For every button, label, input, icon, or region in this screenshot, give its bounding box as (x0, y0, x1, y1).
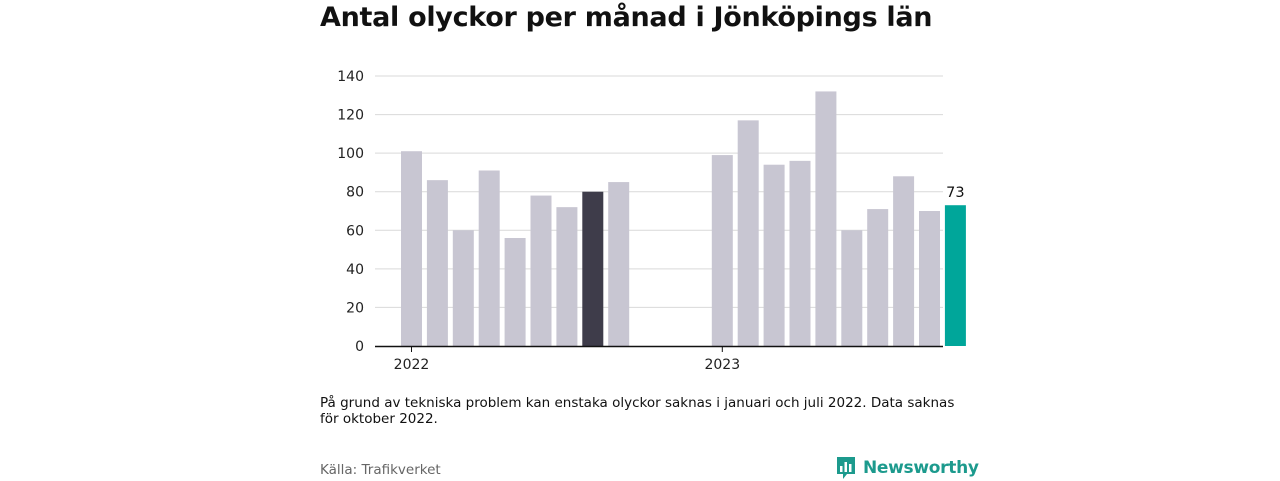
bar-2023-03 (763, 164, 785, 346)
y-tick-label: 120 (337, 108, 364, 124)
bars (401, 91, 966, 346)
data-label-2023-10: 73 (946, 185, 964, 201)
source-credit: Källa: Trafikverket (320, 462, 441, 478)
brand-name: Newsworthy (863, 458, 979, 478)
bar-2022-06 (530, 195, 552, 346)
bar-2022-07 (556, 207, 578, 346)
bar-2022-02 (426, 180, 448, 346)
y-tick-label: 140 (337, 69, 364, 85)
bar-2023-05 (815, 91, 837, 346)
y-axis: 0 20 40 60 80 100 120 140 (337, 69, 364, 355)
bar-2023-08 (893, 176, 915, 346)
bar-2022-04 (478, 170, 500, 346)
y-tick-label: 80 (346, 185, 364, 201)
bar-2023-02 (737, 120, 759, 346)
bar-2022-08 (582, 191, 604, 346)
chart-note: På grund av tekniska problem kan enstaka… (320, 395, 955, 427)
bar-2022-09 (608, 182, 630, 346)
bar-chart: 0 20 40 60 80 100 120 140 73 2022 2023 (337, 69, 966, 373)
bar-2022-05 (504, 238, 526, 346)
chart-logo-icon (837, 457, 855, 479)
bar-2023-09 (919, 211, 940, 346)
x-tick-label-2022: 2022 (394, 357, 430, 373)
bar-2023-07 (867, 209, 889, 346)
y-tick-label: 60 (346, 223, 364, 239)
newsworthy-logo: Newsworthy (835, 455, 979, 481)
bar-2023-10 (944, 205, 966, 346)
y-tick-label: 40 (346, 262, 364, 278)
chart-title: Antal olyckor per månad i Jönköpings län (320, 2, 933, 33)
bar-2022-01 (401, 151, 422, 346)
bar-2022-03 (452, 230, 474, 346)
bar-2023-04 (789, 160, 811, 346)
y-tick-label: 20 (346, 300, 364, 316)
x-tick-label-2023: 2023 (704, 357, 740, 373)
data-labels: 73 (946, 185, 964, 201)
bar-2023-06 (841, 230, 863, 346)
bar-2023-01 (711, 155, 733, 346)
y-tick-label: 0 (355, 339, 364, 355)
y-tick-label: 100 (337, 146, 364, 162)
x-axis: 2022 2023 (394, 346, 740, 373)
